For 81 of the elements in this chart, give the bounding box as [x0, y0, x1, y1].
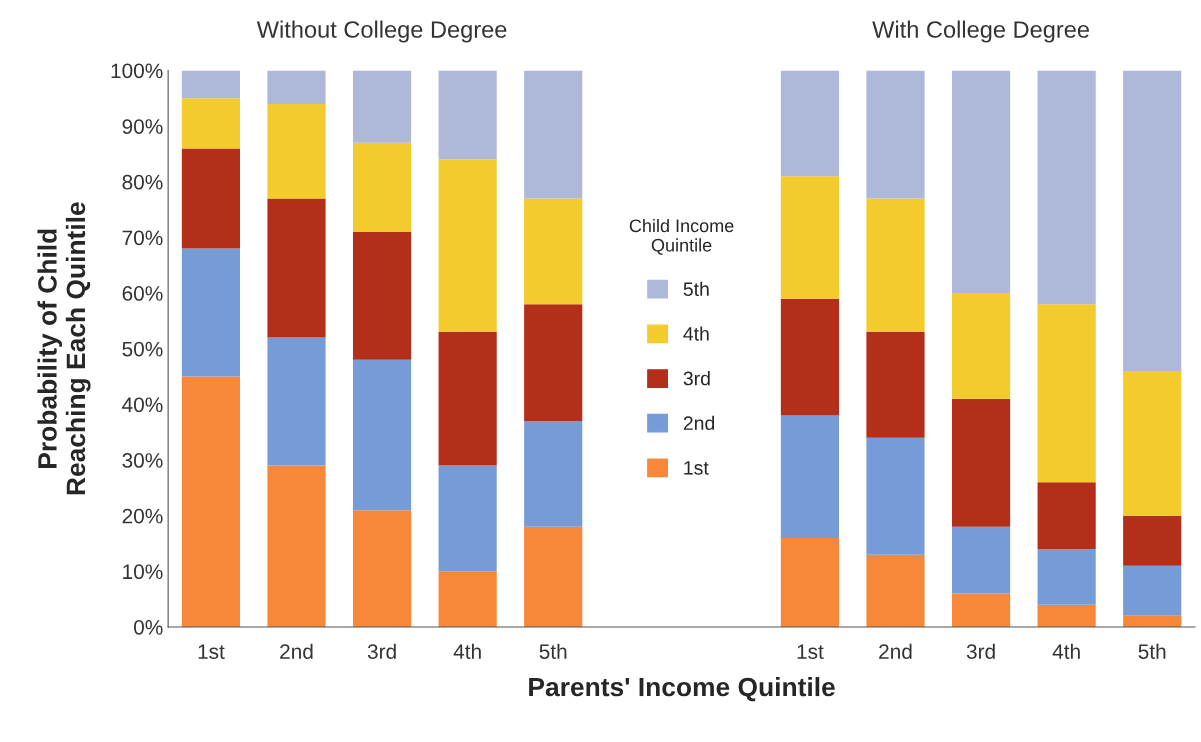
bar	[181, 248, 241, 377]
bar	[438, 70, 497, 160]
y-tick-label: 50%	[122, 341, 163, 357]
x-tick-label: 2nd	[280, 643, 313, 659]
y-tick-label: 100%	[111, 63, 163, 79]
bar	[866, 437, 925, 555]
bar	[1123, 371, 1182, 516]
x-tick-label: 3rd	[966, 643, 995, 659]
bar	[524, 70, 583, 199]
bar	[181, 376, 241, 627]
bar	[780, 537, 840, 627]
bar	[352, 359, 412, 511]
x-tick-label: 1st	[797, 644, 824, 659]
bar	[267, 70, 326, 104]
legend-label: 1st	[684, 461, 709, 475]
y-tick-label: 80%	[122, 174, 163, 190]
bar	[866, 70, 925, 199]
x-tick-label: 3rd	[367, 643, 396, 659]
bar	[267, 198, 326, 338]
text: Without College Degree	[256, 20, 507, 43]
x-axis-title: Parents' Income Quintile	[529, 676, 835, 702]
bar	[866, 332, 925, 438]
bar	[951, 398, 1011, 527]
bar	[267, 103, 326, 199]
bar	[780, 70, 840, 177]
x-tick-label: 4th	[453, 643, 481, 659]
y-tick-label: 10%	[123, 564, 163, 580]
bar	[352, 510, 412, 627]
bar	[1037, 482, 1096, 550]
bar	[1037, 604, 1096, 627]
y-tick-label: 20%	[122, 508, 163, 524]
y-tick-label: 40%	[122, 397, 163, 413]
bar	[181, 70, 241, 99]
bar	[1037, 70, 1096, 305]
bar	[438, 465, 497, 572]
bar	[438, 332, 497, 466]
bar	[1123, 565, 1182, 616]
bar	[524, 421, 583, 527]
bar	[1123, 515, 1182, 566]
legend-label: 5th	[683, 281, 709, 297]
bar	[780, 415, 840, 538]
x-tick-label: 1st	[198, 644, 225, 659]
bar	[866, 198, 925, 333]
x-tick-label: 2nd	[879, 643, 912, 659]
text: With College Degree	[872, 20, 1089, 43]
bar	[524, 526, 583, 627]
bar	[352, 70, 412, 143]
x-tick-label: 5th	[1138, 643, 1166, 659]
bar	[267, 465, 326, 627]
bar	[267, 337, 326, 466]
y-tick-label: 70%	[122, 230, 163, 246]
bar	[438, 159, 497, 333]
bar	[524, 304, 583, 422]
bar	[438, 571, 497, 627]
bar	[352, 231, 412, 360]
bar	[951, 526, 1011, 594]
legend-label: 2nd	[683, 415, 715, 431]
y-tick-label: 30%	[122, 453, 163, 468]
bar	[866, 554, 925, 627]
bar	[1123, 70, 1182, 371]
y-tick-label: 60%	[122, 286, 163, 301]
bar	[951, 593, 1011, 627]
bar	[951, 293, 1011, 399]
legend-label: 3rd	[683, 371, 710, 386]
bar	[524, 198, 583, 305]
x-tick-label: 5th	[539, 643, 567, 659]
y-tick-label: 90%	[122, 119, 163, 134]
bar	[1123, 615, 1182, 627]
y-axis-title: Probability of Child Reaching Each Quintile	[37, 202, 91, 495]
bar	[181, 98, 241, 149]
x-tick-label: 4th	[1052, 643, 1080, 659]
legend-title: Child Income Quintile	[629, 218, 734, 255]
bar	[780, 298, 840, 416]
bar	[181, 148, 241, 249]
legend-label: 4th	[683, 326, 709, 341]
bar	[951, 70, 1011, 294]
y-tick-label: 0%	[133, 619, 163, 635]
bar	[1037, 549, 1096, 605]
bar	[352, 142, 412, 232]
bar	[780, 176, 840, 299]
bar	[1037, 304, 1096, 483]
